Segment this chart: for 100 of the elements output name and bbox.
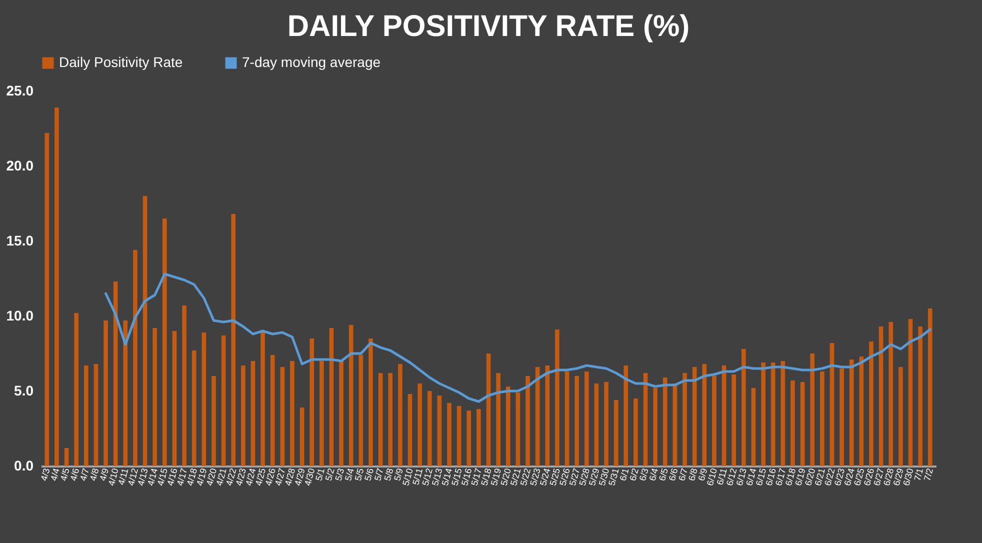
bar: [418, 384, 422, 466]
bar: [466, 410, 472, 466]
bar: [859, 356, 864, 466]
legend-label: 7-day moving average: [242, 54, 381, 70]
bar: [486, 354, 491, 466]
bar: [84, 366, 88, 466]
bar: [526, 376, 530, 466]
bar: [378, 373, 383, 466]
bar: [94, 364, 98, 466]
line-series: [104, 272, 932, 403]
bar: [888, 322, 894, 466]
bar: [437, 396, 442, 466]
bar: [447, 403, 452, 466]
bar: [162, 218, 167, 466]
chart-title: DAILY POSITIVITY RATE (%): [287, 10, 690, 43]
bar: [928, 308, 932, 466]
bar: [182, 306, 186, 466]
bar: [192, 350, 196, 466]
bar: [643, 373, 648, 466]
bar: [54, 108, 59, 466]
bar: [348, 325, 354, 466]
bar: [732, 374, 736, 466]
bar: [594, 384, 599, 466]
bar: [830, 343, 834, 466]
bar: [800, 382, 805, 466]
bar: [358, 355, 364, 466]
bar: [310, 338, 314, 466]
bar: [320, 361, 324, 466]
bar: [368, 338, 373, 466]
bar: [898, 367, 903, 466]
bar: [329, 328, 334, 466]
y-tick-label: 0.0: [14, 458, 34, 474]
bar: [840, 368, 844, 466]
y-tick-label: 10.0: [6, 308, 34, 324]
bar: [339, 361, 344, 466]
bar: [761, 362, 766, 466]
bar: [104, 320, 108, 466]
bar: [780, 361, 786, 466]
bar: [427, 391, 432, 466]
bar: [221, 336, 226, 466]
y-tick-label: 5.0: [14, 382, 34, 398]
bar: [770, 362, 776, 466]
bar: [270, 355, 275, 466]
y-tick-label: 15.0: [6, 232, 34, 248]
bar: [614, 400, 618, 466]
bar: [564, 372, 570, 466]
bar: [506, 386, 510, 466]
bar: [908, 319, 913, 466]
bar: [722, 366, 726, 466]
bar: [476, 409, 481, 466]
bar: [869, 342, 874, 466]
bar: [123, 320, 128, 466]
bar: [634, 398, 638, 466]
bar: [790, 380, 795, 466]
bar: [545, 366, 550, 466]
bar: [456, 406, 462, 466]
bar: [535, 367, 540, 466]
y-tick-label: 25.0: [6, 82, 34, 98]
bar: [280, 367, 285, 466]
bar: [672, 384, 678, 466]
bar: [241, 366, 246, 466]
bar: [64, 448, 69, 466]
bar: [290, 361, 294, 466]
bar: [398, 364, 402, 466]
bar: [74, 313, 78, 466]
y-tick-label: 20.0: [6, 158, 34, 174]
bar: [624, 366, 628, 466]
bar: [810, 354, 815, 466]
bar: [133, 250, 138, 466]
bar: [496, 373, 500, 466]
bar: [741, 349, 746, 466]
bar: [682, 373, 687, 466]
bar: [918, 326, 922, 466]
bar: [231, 214, 236, 466]
bar: [692, 367, 697, 466]
bar: [202, 332, 206, 466]
bar: [662, 378, 668, 466]
bar: [555, 330, 560, 466]
legend-label: Daily Positivity Rate: [59, 54, 183, 70]
bar: [408, 394, 412, 466]
bar: [820, 372, 824, 466]
bar: [212, 376, 216, 466]
bar: [388, 373, 393, 466]
bar: [260, 331, 265, 466]
bar: [152, 328, 157, 466]
bar: [516, 392, 520, 466]
bar: [300, 408, 304, 466]
bar: [653, 388, 658, 466]
bar: [604, 382, 608, 466]
bar: [712, 376, 716, 466]
bar: [172, 331, 177, 466]
bar: [142, 196, 148, 466]
bar: [849, 360, 854, 466]
bar: [584, 372, 589, 466]
bar: [574, 376, 579, 466]
bar: [44, 133, 50, 466]
bar: [702, 364, 707, 466]
bar: [878, 326, 884, 466]
bar: [250, 361, 256, 466]
bar: [751, 388, 756, 466]
